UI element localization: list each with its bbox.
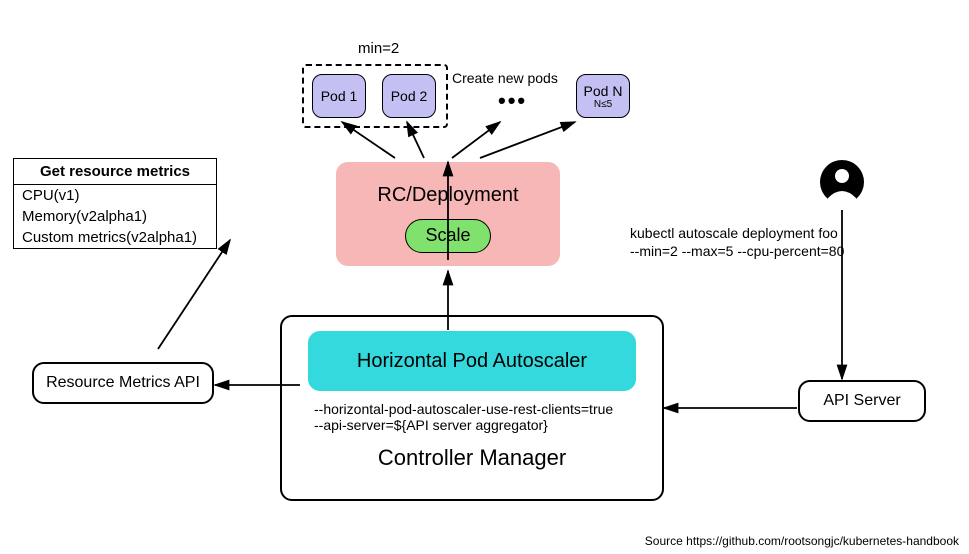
api-server-label: API Server — [823, 392, 900, 410]
user-icon — [818, 158, 866, 206]
kubectl-line1: kubectl autoscale deployment foo — [630, 225, 838, 241]
metrics-table: Get resource metrics CPU(v1) Memory(v2al… — [13, 158, 217, 249]
metrics-row-2: Custom metrics(v2alpha1) — [14, 227, 216, 248]
pod-1-label: Pod 1 — [321, 88, 358, 104]
controller-manager-box: Horizontal Pod Autoscaler --horizontal-p… — [280, 315, 664, 501]
min-label: min=2 — [358, 40, 399, 57]
resource-metrics-api-label: Resource Metrics API — [46, 374, 200, 392]
scale-button: Scale — [405, 219, 491, 253]
scale-label: Scale — [425, 225, 470, 246]
hpa-label: Horizontal Pod Autoscaler — [357, 350, 587, 373]
pod-n-label: Pod N — [584, 83, 623, 99]
ellipsis-dots: ••• — [498, 88, 527, 114]
resource-metrics-api-box: Resource Metrics API — [32, 362, 214, 404]
rc-deployment-box: RC/Deployment Scale — [336, 162, 560, 266]
controller-flag-1: --api-server=${API server aggregator} — [296, 417, 548, 433]
pod-2: Pod 2 — [382, 74, 436, 118]
metrics-header: Get resource metrics — [14, 159, 216, 185]
pod-1: Pod 1 — [312, 74, 366, 118]
controller-title: Controller Manager — [378, 445, 566, 471]
metrics-row-0: CPU(v1) — [14, 185, 216, 206]
pod-n: Pod N N≤5 — [576, 74, 630, 118]
kubectl-line2: --min=2 --max=5 --cpu-percent=80 — [630, 243, 844, 259]
rc-title: RC/Deployment — [377, 184, 518, 207]
controller-flag-0: --horizontal-pod-autoscaler-use-rest-cli… — [296, 401, 613, 417]
hpa-box: Horizontal Pod Autoscaler — [308, 331, 636, 391]
api-server-box: API Server — [798, 380, 926, 422]
pod-2-label: Pod 2 — [391, 88, 428, 104]
source-label: Source https://github.com/rootsongjc/kub… — [645, 534, 959, 548]
pod-n-sub: N≤5 — [594, 99, 612, 110]
metrics-row-1: Memory(v2alpha1) — [14, 206, 216, 227]
create-pods-label: Create new pods — [452, 70, 558, 86]
